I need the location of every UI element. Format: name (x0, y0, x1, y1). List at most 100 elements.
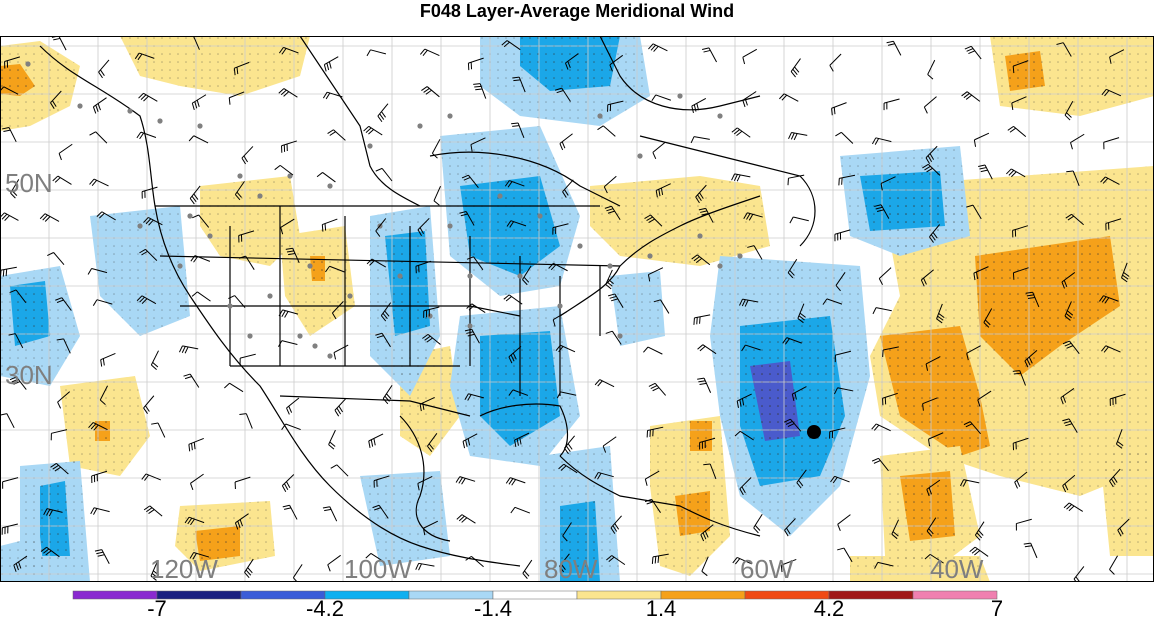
station-dot (25, 61, 31, 67)
wind-barb (605, 330, 622, 345)
meridional-wind-map: 50N 30N 120W 100W 80W 60W 40W (0, 36, 1154, 582)
wind-barb (1121, 262, 1130, 283)
wind-barb (464, 393, 485, 401)
wind-barb (292, 564, 303, 582)
station-dot (677, 93, 683, 99)
wind-barb (731, 127, 751, 138)
wind-barb (228, 295, 246, 308)
wind-barb (936, 303, 945, 324)
wind-barb (91, 470, 108, 483)
wind-barb (47, 252, 65, 265)
stipple-pattern (900, 471, 955, 541)
wind-barb (973, 132, 990, 147)
wind-barb (50, 90, 62, 109)
wind-barb (9, 376, 27, 390)
stipple-pattern (1005, 51, 1045, 91)
wind-barb (13, 555, 28, 572)
color-scale-cell (72, 590, 158, 600)
wind-barb (333, 344, 349, 360)
wind-barb (40, 546, 60, 558)
wind-barb (188, 135, 209, 144)
wind-barb (508, 389, 529, 396)
wind-barb (99, 385, 109, 406)
station-dot (227, 303, 233, 309)
stipple-pattern (975, 236, 1120, 376)
wind-barb (366, 258, 387, 268)
wind-barb (39, 213, 60, 222)
wind-barb (189, 185, 201, 205)
wind-barb (234, 181, 245, 201)
wind-barb (1105, 218, 1122, 231)
wind-barb (647, 267, 664, 282)
wind-barb (1012, 60, 1029, 74)
stipple-pattern (95, 421, 110, 441)
wind-barb (286, 397, 300, 415)
wind-barb (512, 76, 526, 93)
wind-barb (98, 59, 110, 79)
wind-barb (136, 131, 157, 140)
wind-barb (871, 457, 889, 472)
wind-barb (178, 345, 199, 354)
wind-barb (421, 86, 440, 98)
wind-barb (565, 53, 579, 70)
wind-barb (924, 553, 944, 564)
wind-barb (90, 507, 110, 515)
wind-barb (882, 392, 898, 406)
wind-barb (50, 462, 69, 475)
wind-barb (698, 207, 714, 223)
wind-barb (753, 514, 763, 534)
wind-barb (1066, 170, 1080, 186)
wind-barb (697, 344, 717, 355)
wind-barb (88, 422, 108, 431)
stipple-pattern (690, 421, 712, 451)
wind-barb (2, 477, 19, 489)
stipple-pattern (385, 231, 430, 336)
stipple-pattern (40, 481, 70, 556)
wind-barb (285, 247, 300, 264)
wind-barb (702, 47, 717, 63)
boundary-line (479, 403, 569, 457)
wind-barb (1014, 471, 1028, 489)
lon-label-100w: 100W (344, 554, 412, 584)
scale-label-1-4: 1.4 (645, 596, 677, 621)
wind-barb (43, 508, 63, 517)
station-dot (327, 353, 333, 359)
station-dot (287, 173, 293, 179)
boundary-line (599, 36, 761, 111)
wind-barb (978, 164, 993, 180)
wind-barb (281, 140, 297, 153)
boundary-line (279, 395, 471, 417)
wind-barb (787, 174, 805, 186)
wind-barb (56, 338, 71, 354)
wind-barb (883, 98, 900, 111)
wind-barb (925, 356, 941, 371)
wind-barb (834, 229, 851, 242)
wind-barb (505, 477, 526, 486)
wind-barb (1012, 437, 1029, 451)
wind-barb (522, 559, 533, 579)
wind-barb (0, 86, 19, 95)
wind-barb (377, 103, 389, 123)
stipple-pattern (460, 176, 560, 276)
wind-barb (644, 498, 661, 513)
wind-barb (789, 216, 809, 224)
wind-barb (644, 214, 663, 227)
wind-barb (831, 102, 847, 116)
wind-barb (874, 204, 890, 219)
wind-barb (690, 136, 710, 144)
wind-barb (330, 464, 349, 477)
wind-barb (96, 211, 116, 221)
wind-barb (878, 267, 892, 285)
wind-barb (608, 293, 624, 308)
wind-barb (966, 204, 982, 220)
wind-barb (89, 131, 108, 144)
wind-barb (960, 479, 980, 487)
wind-barb (1006, 168, 1026, 178)
wind-barb (323, 56, 339, 72)
wind-barb (419, 396, 435, 412)
wind-barb (470, 137, 486, 152)
station-dot (427, 313, 433, 319)
wind-barb (417, 475, 433, 491)
wind-barb (143, 505, 163, 517)
wind-barb (556, 391, 577, 399)
